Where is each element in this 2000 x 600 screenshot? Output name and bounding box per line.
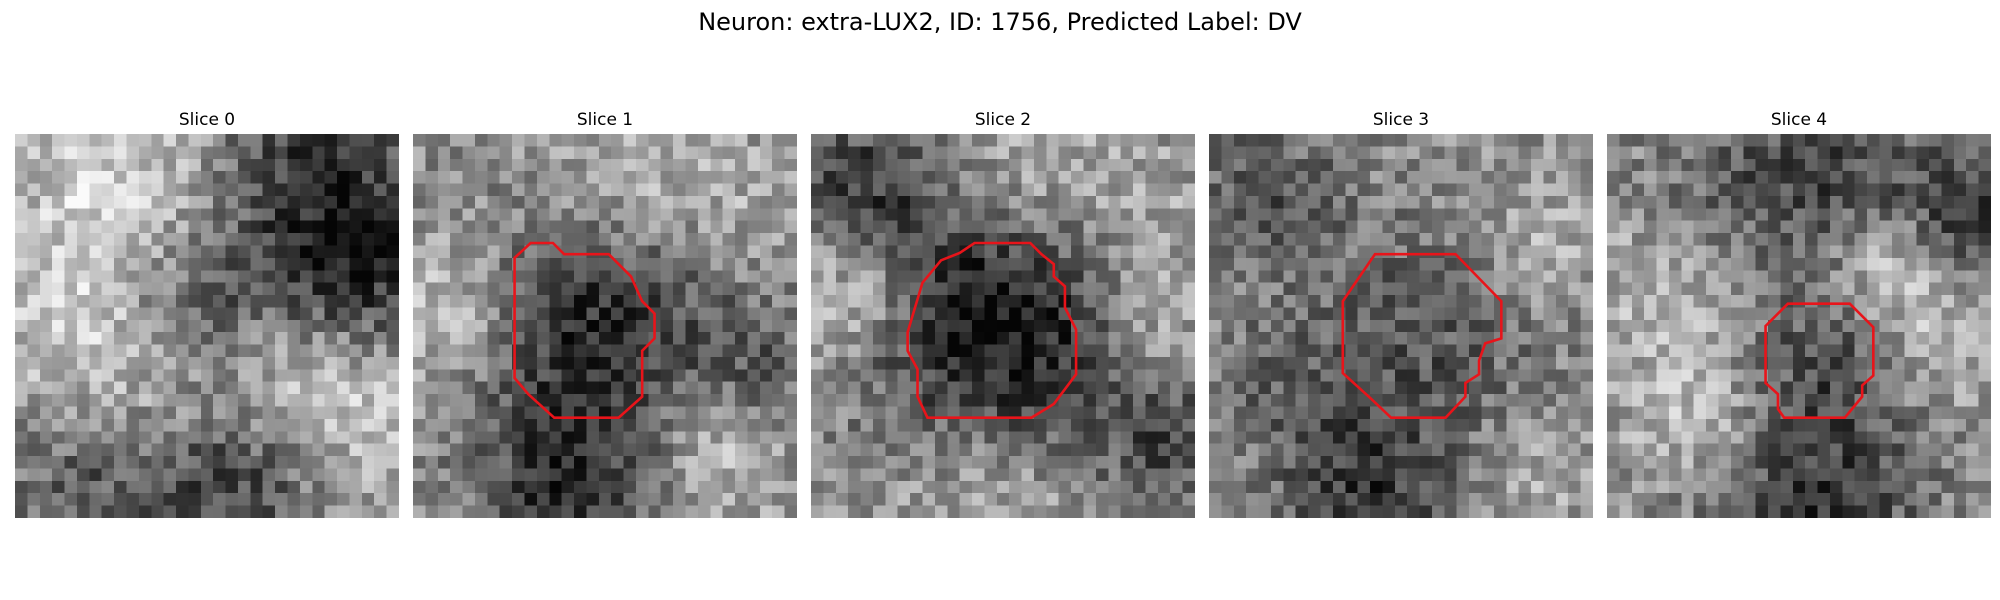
slice-image [811,134,1195,518]
slice-image [413,134,797,518]
slice-title: Slice 4 [1607,108,1991,132]
slice-panel: Slice 3 [1209,108,1593,132]
figure-title: Neuron: extra-LUX2, ID: 1756, Predicted … [0,6,2000,38]
slice-panel: Slice 1 [413,108,797,132]
slice-title: Slice 0 [15,108,399,132]
slice-title: Slice 1 [413,108,797,132]
slice-title: Slice 2 [811,108,1195,132]
slice-panel: Slice 2 [811,108,1195,132]
slice-image [1209,134,1593,518]
slice-panel: Slice 0 [15,108,399,132]
slice-title: Slice 3 [1209,108,1593,132]
slice-image [15,134,399,518]
slice-panel: Slice 4 [1607,108,1991,132]
slice-image [1607,134,1991,518]
